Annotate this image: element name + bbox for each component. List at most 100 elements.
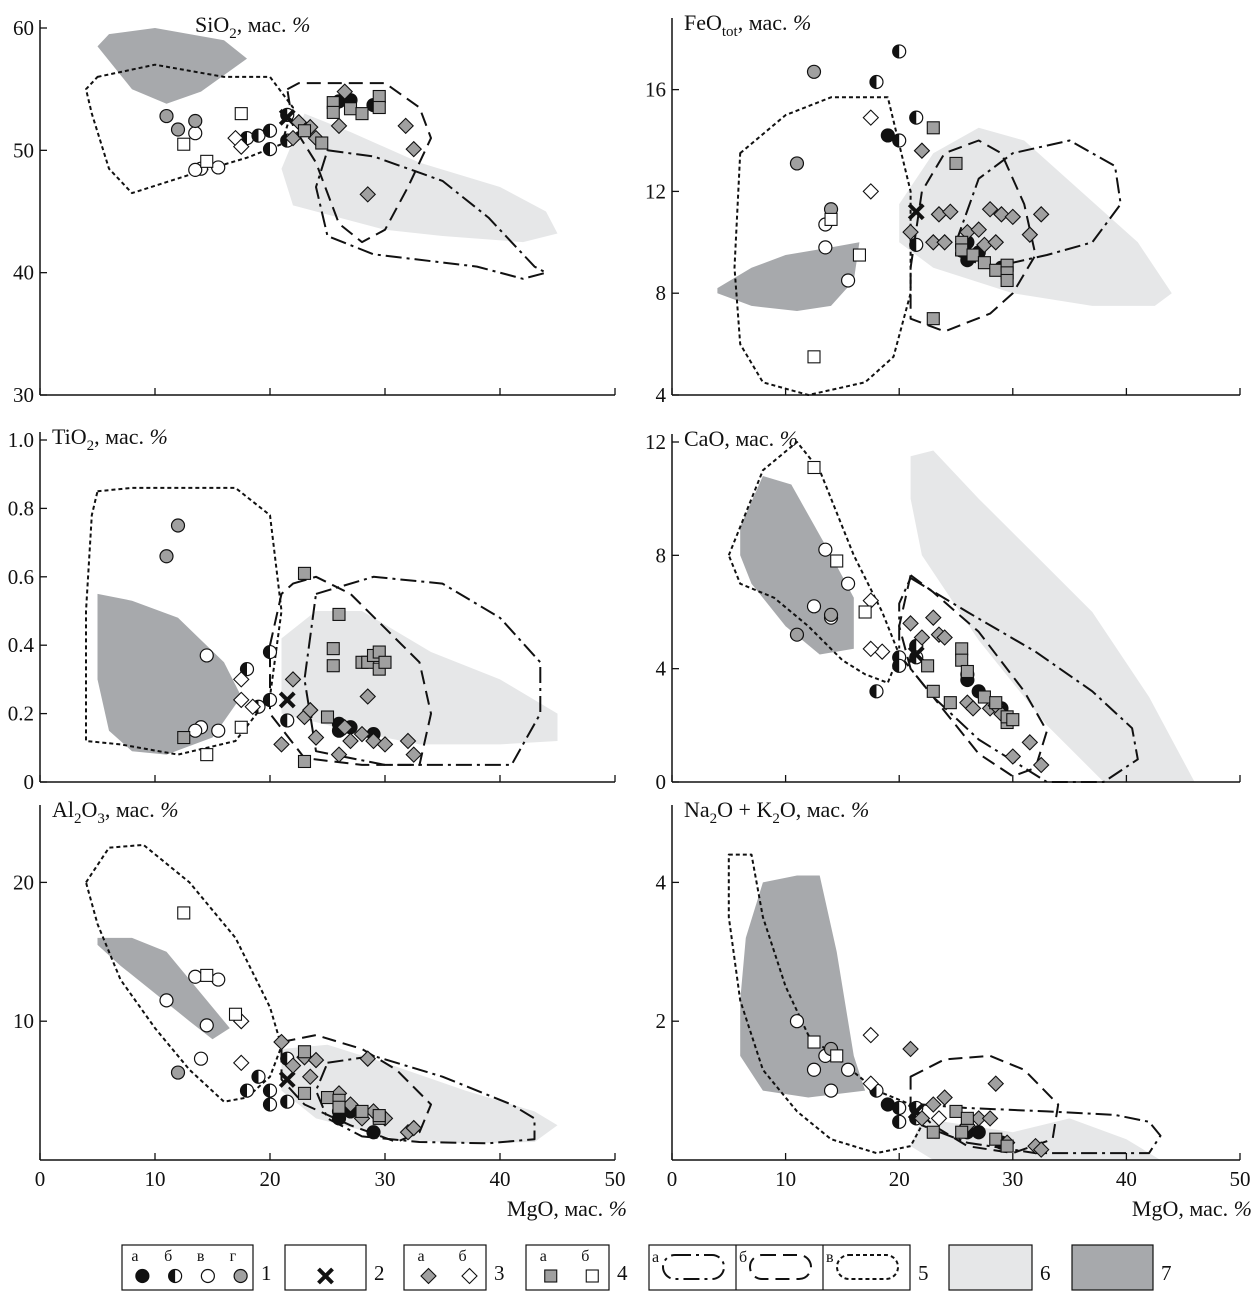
legend-box: [648, 1244, 911, 1291]
point-diamond-grey-cao: [936, 629, 953, 646]
point-circle-open-na2o: [840, 1062, 856, 1077]
legend-marker-circle-grey: [233, 1268, 248, 1284]
point-square-grey-cao: [943, 696, 957, 710]
point-circle-half-feo: [869, 74, 884, 90]
point-circle-open-al2o3: [199, 1018, 214, 1033]
point-square-open-al2o3: [228, 1007, 243, 1021]
point-square-open-feo: [852, 248, 866, 262]
field-light-cao: [910, 450, 1195, 782]
point-cross-tio2: [278, 691, 296, 709]
point-diamond-grey-na2o: [925, 1096, 942, 1113]
point-diamond-grey-feo: [993, 206, 1010, 223]
legend-item-7: 7: [1071, 1244, 1172, 1291]
contour-dotted-feo: [733, 96, 912, 396]
x-tick-label-al2o3: 10: [145, 1167, 166, 1191]
point-square-grey-feo: [989, 263, 1003, 277]
point-square-grey-al2o3: [297, 1086, 312, 1100]
y-tick-label-tio2: 0.2: [8, 702, 34, 726]
point-circle-open-tio2: [211, 723, 226, 738]
point-square-grey-sio2: [355, 107, 369, 121]
point-square-open-cao: [858, 605, 872, 619]
legend-contour-dashed: [749, 1254, 812, 1280]
point-diamond-grey-tio2: [399, 732, 417, 750]
point-diamond-open-na2o: [862, 1075, 880, 1092]
point-diamond-open-cao: [862, 640, 880, 658]
point-square-grey-tio2: [297, 566, 312, 580]
y-tick-label-na2o: 2: [656, 1009, 667, 1033]
point-diamond-grey-na2o: [902, 1040, 919, 1058]
y-tick-label-tio2: 0.4: [8, 633, 35, 657]
point-diamond-open-feo: [862, 109, 880, 126]
point-circle-open-cao: [818, 542, 833, 557]
point-circle-open-tio2: [188, 723, 203, 738]
point-circle-grey-sio2: [159, 108, 174, 124]
point-diamond-grey-sio2: [359, 186, 377, 203]
legend-sub-label: б: [164, 1248, 172, 1265]
point-square-open-al2o3: [177, 906, 191, 920]
point-square-open-sio2: [234, 107, 248, 121]
point-circle-half-na2o: [892, 1100, 907, 1116]
point-circle-grey-tio2: [170, 518, 186, 533]
legend-box: [525, 1244, 610, 1291]
point-square-grey-tio2: [320, 710, 335, 724]
field-light-tio2: [281, 611, 558, 745]
y-tick-label-cao: 12: [645, 430, 666, 454]
x-tick-label-na2o: 0: [667, 1167, 678, 1191]
panel-title-na2o: Na2O + K2O, мас. %: [684, 797, 869, 827]
point-diamond-open-sio2: [232, 138, 250, 155]
y-tick-label-feo: 16: [645, 78, 666, 102]
point-cross-al2o3: [278, 1071, 296, 1088]
legend-marker-square-open: [585, 1269, 599, 1283]
legend-sub-label: а: [131, 1248, 138, 1265]
point-circle-half-tio2: [262, 644, 278, 660]
legend-number: 3: [494, 1261, 505, 1285]
y-tick-label-cao: 8: [656, 543, 667, 567]
point-square-grey-al2o3: [320, 1090, 335, 1105]
point-square-open-na2o: [807, 1035, 821, 1049]
point-circle-half-cao: [892, 658, 907, 673]
legend-number: 6: [1040, 1261, 1051, 1285]
point-square-open-feo: [807, 350, 821, 364]
contour-dashdot-tio2: [303, 575, 542, 766]
point-square-open-tio2: [234, 720, 248, 734]
legend-item-3: 3 а б: [403, 1244, 505, 1291]
point-square-grey-feo: [955, 243, 969, 257]
point-square-grey-na2o: [955, 1125, 969, 1139]
point-diamond-open-feo: [862, 183, 880, 200]
point-circle-half-cao: [869, 684, 884, 699]
y-tick-label-feo: 4: [656, 383, 667, 407]
point-circle-grey-tio2: [159, 549, 174, 564]
point-cross-cao: [907, 646, 925, 663]
point-diamond-open-al2o3: [232, 1054, 250, 1072]
point-diamond-grey-tio2: [336, 719, 354, 736]
point-circle-grey-cao: [789, 627, 805, 642]
panel-al2o3: 0 10 20 30 40 50 MgO, мас. % 10 20 Al2O3, мас. %: [13, 797, 627, 1221]
field-dark-sio2: [97, 28, 247, 104]
point-diamond-grey-cao: [1021, 734, 1039, 751]
point-diamond-grey-feo: [1004, 208, 1022, 226]
y-tick-label-sio2: 60: [13, 16, 34, 40]
legend-box: [284, 1244, 367, 1291]
legend-marker-square-grey: [544, 1269, 558, 1283]
panel-feo: 4 8 12 16 FeOtot, мас. %: [645, 10, 1241, 407]
legend-item-5: 5 а б в: [648, 1244, 929, 1291]
legend-number: 4: [617, 1261, 628, 1285]
x-tick-label-al2o3: 30: [375, 1167, 396, 1191]
point-diamond-grey-tio2: [301, 701, 319, 719]
point-square-grey-cao: [921, 659, 935, 673]
panel-cao: 0 4 8 12 CaO, мас. %: [645, 426, 1241, 794]
point-square-grey-al2o3: [297, 1045, 312, 1059]
legend-sub-label: а: [540, 1248, 547, 1265]
point-square-grey-sio2: [326, 105, 340, 119]
point-square-open-cao: [807, 460, 821, 475]
point-square-grey-cao: [989, 696, 1003, 710]
contour-dashdot-na2o: [920, 1103, 1162, 1155]
field-light-sio2: [281, 113, 558, 243]
point-square-grey-al2o3: [332, 1100, 346, 1114]
point-circle-half-tio2: [280, 713, 295, 728]
x-tick-label-al2o3: 20: [260, 1167, 281, 1191]
point-circle-half-feo: [909, 110, 924, 125]
contour-dotted-tio2: [85, 486, 283, 756]
y-tick-label-sio2: 40: [13, 261, 34, 285]
